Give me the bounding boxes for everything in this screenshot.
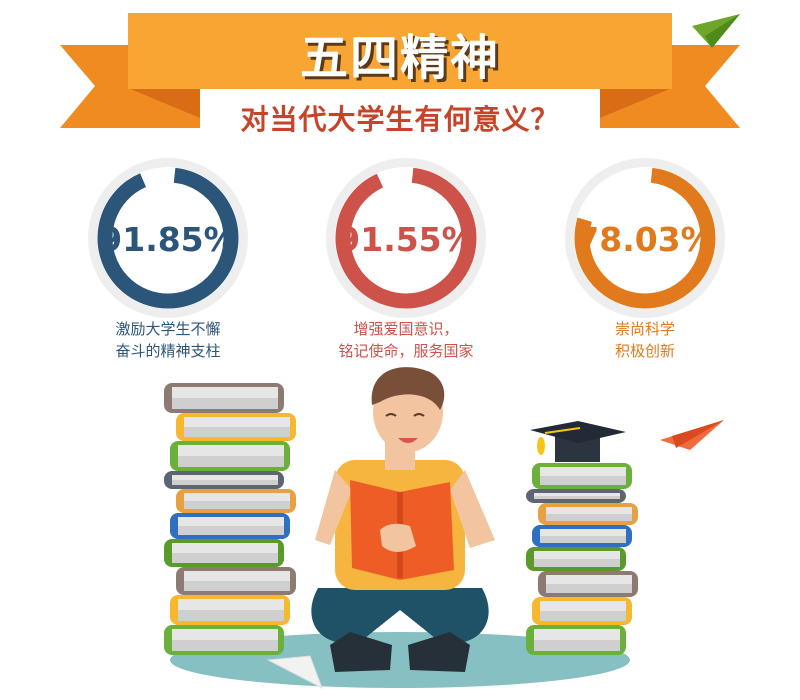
gauge-inner <box>97 167 239 309</box>
page-title: 五四精神 <box>299 30 500 86</box>
gauge-caption: 激励大学生不懈 奋斗的精神支柱 <box>53 318 283 362</box>
gauge-caption: 增强爱国意识， 铭记使命，服务国家 <box>291 318 521 362</box>
left-book-stack <box>164 383 296 655</box>
gauge-inner <box>574 167 716 309</box>
book <box>526 547 626 571</box>
book <box>176 567 296 595</box>
caption-line: 奋斗的精神支柱 <box>115 342 221 360</box>
left-shoe <box>330 632 392 672</box>
gauge-2: 91.55% 增强爱国意识， 铭记使命，服务国家 <box>321 158 491 360</box>
gauge-value: 91.85% <box>99 220 237 259</box>
book <box>532 525 632 547</box>
gauge-ring <box>565 158 725 318</box>
book <box>526 489 626 503</box>
caption-line: 增强爱国意识， <box>353 320 459 338</box>
book <box>164 471 284 489</box>
gauge-caption: 崇尚科学 积极创新 <box>530 318 760 362</box>
paper-plane-icon <box>660 420 724 450</box>
gauge-arc <box>574 167 716 309</box>
banner-left-fold <box>128 88 200 118</box>
book <box>170 513 290 539</box>
book <box>164 539 284 567</box>
book <box>532 597 632 625</box>
caption-line: 积极创新 <box>614 342 675 360</box>
banner-main <box>128 13 672 89</box>
gauge-ring <box>88 158 248 318</box>
book <box>532 463 632 489</box>
book <box>176 489 296 513</box>
page-subtitle: 对当代大学生有何意义？ <box>240 103 560 136</box>
floor-shadow <box>170 632 630 688</box>
paper-plane-icon <box>692 14 740 48</box>
paper-plane-icon <box>266 655 323 690</box>
book <box>164 383 284 413</box>
banner-right-fold <box>600 88 672 118</box>
subtitle-band <box>200 89 600 131</box>
student-figure <box>311 367 495 672</box>
caption-line: 崇尚科学 <box>614 320 675 338</box>
graduation-cap-icon <box>530 421 626 462</box>
book <box>176 413 296 441</box>
right-shoe <box>408 632 470 672</box>
caption-line: 激励大学生不懈 <box>115 320 221 338</box>
gauge-ring <box>326 158 486 318</box>
gauge-3: 78.03% 崇尚科学 积极创新 <box>560 158 730 360</box>
right-book-stack <box>526 463 638 655</box>
book <box>170 595 290 625</box>
gauge-arc <box>97 167 239 309</box>
gauge-1: 91.85% 激励大学生不懈 奋斗的精神支柱 <box>83 158 253 360</box>
gauge-value: 91.55% <box>337 220 475 259</box>
gauge-value: 78.03% <box>576 220 714 259</box>
book <box>170 441 290 471</box>
book <box>526 625 626 655</box>
caption-line: 铭记使命，服务国家 <box>338 342 474 360</box>
book <box>538 571 638 597</box>
gauge-arc <box>335 167 477 309</box>
book <box>538 503 638 525</box>
book <box>164 625 284 655</box>
title-banner <box>60 13 740 131</box>
gauge-inner <box>335 167 477 309</box>
